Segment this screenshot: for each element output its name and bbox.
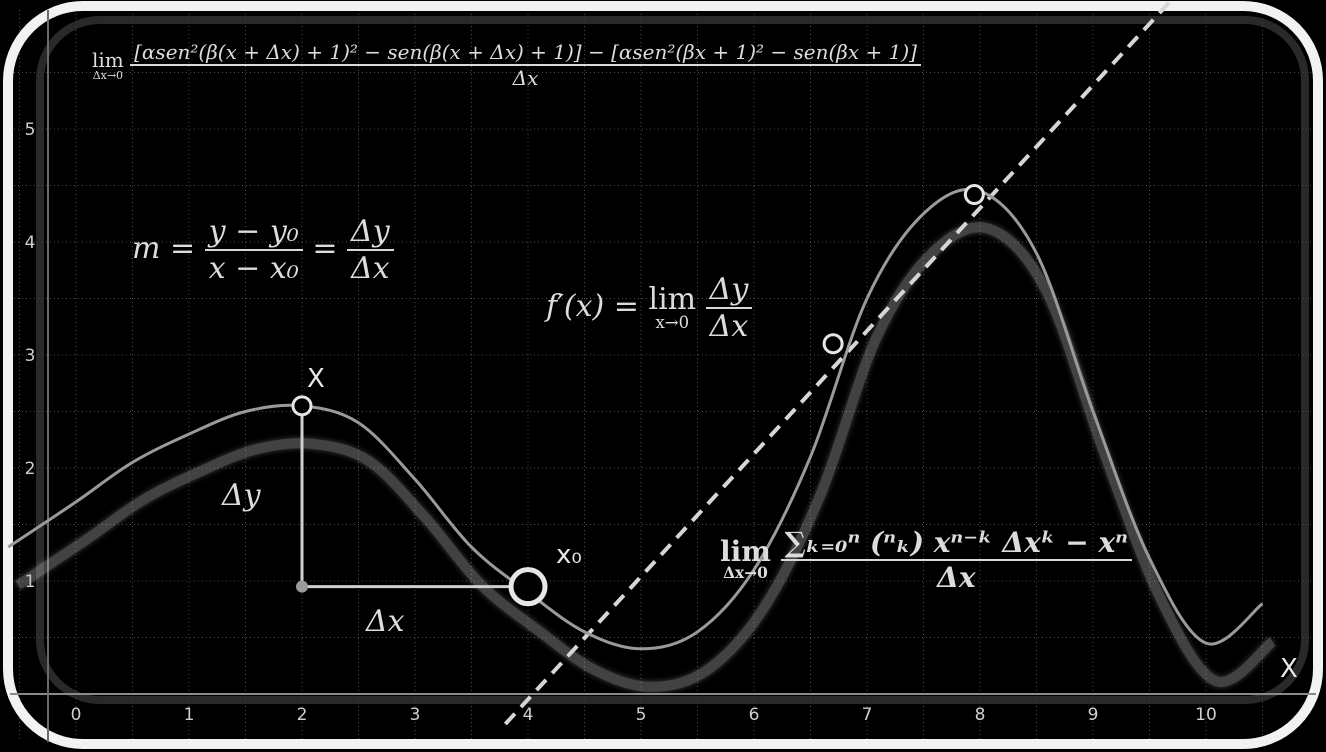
point-x0-label: x₀ xyxy=(556,540,582,570)
limit-subscript: Δx→0 xyxy=(723,564,768,583)
x-tick-label: 3 xyxy=(410,705,421,725)
fraction-slope-1: y − y₀ x − x₀ xyxy=(204,214,303,286)
frame-inner-glow xyxy=(36,16,1309,704)
ghost-curve xyxy=(15,222,1276,692)
ghost-curve-path xyxy=(15,222,1276,692)
fraction: Δy Δx xyxy=(705,272,753,344)
x-tick-label: 6 xyxy=(749,705,760,725)
fraction: [αsen²(β(x + Δx) + 1)² − sen(β(x + Δx) +… xyxy=(130,40,921,90)
limit-operator: lim x→0 xyxy=(648,281,697,332)
delta-x-label: Δx xyxy=(366,604,405,639)
limit-operator: lim Δx→0 xyxy=(720,538,771,581)
y-tick-label: 3 xyxy=(25,346,36,366)
fraction-slope-2: Δy Δx xyxy=(347,214,394,286)
fraction: ∑ₖ₌₀ⁿ (ⁿₖ) xⁿ⁻ᵏ Δxᵏ − xⁿ Δx xyxy=(780,526,1132,594)
fraction-numerator: Δy xyxy=(709,272,749,307)
tangent-line-path xyxy=(503,0,1175,726)
curve-point-marker xyxy=(508,567,548,607)
y-tick-label: 4 xyxy=(25,233,36,253)
point-x-label: X xyxy=(307,364,325,394)
x-tick-label: 0 xyxy=(71,705,82,725)
limit-text: lim xyxy=(648,281,697,317)
delta-corner-dot xyxy=(296,580,308,593)
slope-m-label: m = xyxy=(132,231,196,266)
grid-lines xyxy=(10,10,1316,742)
formula-slope: m = y − y₀ x − x₀ = Δy Δx xyxy=(132,214,394,286)
x-tick-label: 1 xyxy=(184,705,195,725)
y-tick-label: 5 xyxy=(25,120,36,140)
curve-point-marker xyxy=(291,395,313,417)
curve-point-marker xyxy=(963,184,985,206)
limit-text: lim xyxy=(92,47,124,72)
tangent-line xyxy=(503,0,1175,726)
frame-border xyxy=(3,1,1323,749)
formula-difference-quotient: lim Δx→0 [αsen²(β(x + Δx) + 1)² − sen(β(… xyxy=(92,40,921,90)
x-tick-label: 7 xyxy=(862,705,873,725)
x-axis-label: X xyxy=(1280,654,1298,684)
curve-points xyxy=(291,184,985,607)
fraction-numerator: Δy xyxy=(351,214,390,249)
axes xyxy=(10,10,1316,742)
fraction-numerator: y − y₀ xyxy=(208,214,299,249)
fraction-denominator: Δx xyxy=(780,559,1132,594)
fraction-denominator: Δx xyxy=(347,249,394,286)
fraction-denominator: Δx xyxy=(130,64,921,90)
x-tick-label: 9 xyxy=(1088,705,1099,725)
function-curve-path xyxy=(7,187,1264,651)
limit-operator: lim Δx→0 xyxy=(92,50,124,81)
x-tick-label: 5 xyxy=(636,705,647,725)
delta-y-label: Δy xyxy=(222,478,261,513)
y-tick-label: 2 xyxy=(25,459,36,479)
limit-subscript: x→0 xyxy=(655,312,690,332)
limit-subscript: Δx→0 xyxy=(92,68,124,82)
x-tick-label: 2 xyxy=(297,705,308,725)
curve-point-marker xyxy=(822,333,844,355)
fraction-denominator: x − x₀ xyxy=(204,249,303,286)
fraction-numerator: ∑ₖ₌₀ⁿ (ⁿₖ) xⁿ⁻ᵏ Δxᵏ − xⁿ xyxy=(784,526,1128,559)
fraction-denominator: Δx xyxy=(705,307,753,344)
formula-derivative: f′(x) = lim x→0 Δy Δx xyxy=(546,272,753,344)
fraction-numerator: [αsen²(β(x + Δx) + 1)² − sen(β(x + Δx) +… xyxy=(134,40,917,64)
equals-sign: = xyxy=(312,231,338,266)
delta-triangle xyxy=(296,405,528,593)
x-tick-label: 10 xyxy=(1195,705,1217,725)
x-tick-label: 8 xyxy=(975,705,986,725)
function-curve xyxy=(7,187,1264,651)
formula-binomial-limit: lim Δx→0 ∑ₖ₌₀ⁿ (ⁿₖ) xⁿ⁻ᵏ Δxᵏ − xⁿ Δx xyxy=(720,526,1132,594)
limit-text: lim xyxy=(720,535,771,569)
derivative-lhs: f′(x) = xyxy=(546,289,639,324)
x-tick-label: 4 xyxy=(523,705,534,725)
